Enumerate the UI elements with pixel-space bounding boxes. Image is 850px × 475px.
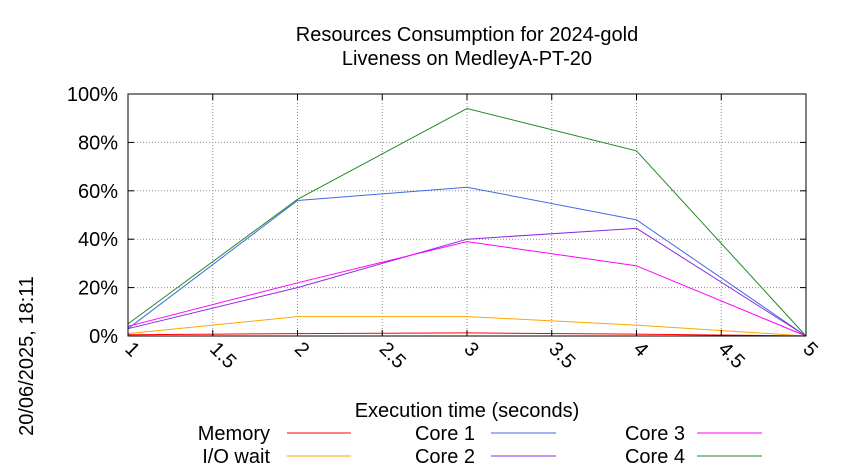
legend-label: Core 4 — [625, 446, 685, 468]
x-tick-label: 4.5 — [714, 338, 749, 373]
y-tick-label: 0% — [89, 326, 118, 348]
legend-label: Core 3 — [625, 423, 685, 445]
chart-title: Resources Consumption for 2024-gold — [296, 24, 638, 46]
series-line-core-4 — [127, 107, 807, 337]
series-line-core-2 — [127, 227, 807, 337]
chart-subtitle: Liveness on MedleyA-PT-20 — [342, 48, 592, 70]
series-line-i-o-wait — [127, 316, 807, 337]
legend-label: I/O wait — [202, 446, 270, 468]
x-tick-label: 1 — [120, 338, 143, 361]
legend-label: Core 1 — [415, 423, 475, 445]
series-lines — [127, 107, 807, 337]
x-tick-label: 1.5 — [205, 338, 240, 373]
y-tick-label: 40% — [78, 229, 118, 251]
side-timestamp: 20/06/2025, 18:11 — [16, 276, 38, 436]
series-line-core-1 — [127, 186, 807, 337]
x-axis-label: Execution time (seconds) — [355, 400, 580, 422]
legend-label: Memory — [198, 423, 270, 445]
y-tick-label: 20% — [78, 278, 118, 300]
y-tick-label: 100% — [67, 84, 118, 106]
x-tick-label: 3.5 — [544, 338, 579, 373]
x-tick-label: 3 — [459, 338, 482, 361]
y-tick-label: 60% — [78, 181, 118, 203]
series-line-core-3 — [127, 241, 807, 337]
x-tick-label: 2.5 — [375, 338, 410, 373]
x-tick-label: 2 — [290, 338, 313, 361]
legend-label: Core 2 — [415, 446, 475, 468]
x-tick-label: 4 — [629, 338, 652, 361]
axis-ticks: 0% 20% 40% 60% 80% 100% 1 1.5 2 2.5 3 3.5 4 4.5 5 — [67, 84, 822, 373]
x-tick-label: 5 — [798, 338, 821, 361]
y-tick-label: 80% — [78, 132, 118, 154]
